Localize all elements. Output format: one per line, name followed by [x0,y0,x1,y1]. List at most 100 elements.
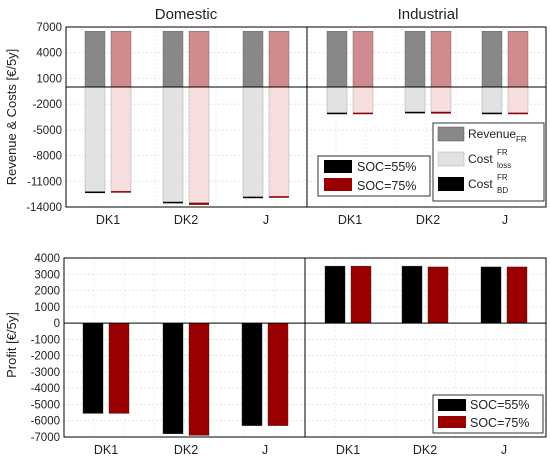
top-x-tick-label: J [263,213,269,227]
bar-profit [82,322,104,414]
bar-revenue [404,31,426,88]
profit-chart: Profit [€/5y] 4000 3000 2000 1000 0 -1000 -200… [4,253,547,457]
legend-swatch-revenue [437,126,465,142]
panel-title-domestic: Domestic [155,6,218,23]
top-x-tick-label: DK1 [338,213,362,227]
bottom-x-tick-label: DK2 [413,443,437,457]
bar-cost-loss [162,86,184,203]
bottom-x-tick-label: DK1 [336,443,360,457]
bar-profit [401,265,423,324]
bottom-x-tick-label: DK2 [174,443,198,457]
legend-swatch-profit-soc55 [438,399,466,411]
legend-label-cost-loss-sub: loss [497,161,511,170]
bar-profit [162,322,184,434]
bar-cost-loss [326,86,348,113]
legend-label-cost-bd-sub: BD [497,186,508,195]
legend-label-soc55: SOC=55% [357,160,416,174]
top-y-tick-label: -8000 [33,151,62,163]
top-y-tick-label: -14000 [26,202,62,214]
bar-cost-bd [482,112,502,115]
legend-label-cost-loss: Cost [468,152,493,166]
legend-swatch-profit-soc75 [438,416,466,428]
bottom-soc-legend: SOC=55% SOC=75% [432,394,544,434]
bar-cost-bd [85,191,105,194]
top-x-tick-label: J [502,213,508,227]
bar-cost-bd [353,112,373,115]
legend-label-cost-bd-sup: FR [497,173,508,182]
bar-profit [108,322,130,414]
bottom-x-tick-label: DK1 [94,443,118,457]
legend-label-profit-soc55: SOC=55% [470,398,529,412]
revenue-costs-chart: Domestic Industrial Revenue & Costs [€/5… [4,6,547,227]
bar-revenue [430,31,452,88]
panel-title-industrial: Industrial [398,6,459,23]
top-y-tick-label: -5000 [33,125,62,137]
bar-cost-bd [508,112,528,115]
top-bars [84,31,529,205]
bottom-y-tick-label: -4000 [31,383,60,395]
top-y-tick-label: 4000 [36,48,62,60]
top-soc-legend: SOC=55% SOC=75% [317,155,431,197]
top-x-ticks: DK1 DK2 J DK1 DK2 J [96,213,508,227]
legend-label-profit-soc75: SOC=75% [470,416,529,430]
bar-profit [267,322,289,426]
bar-cost-loss [352,86,374,113]
legend-label-cost-bd: Cost [468,177,493,191]
bottom-y-tick-label: -7000 [31,432,60,444]
bar-revenue [507,31,529,88]
top-y-ticks: 7000 4000 1000 -2000 -5000 -8000 -11000 -14000 [26,22,62,214]
top-x-tick-label: DK1 [96,213,120,227]
top-y-tick-label: 1000 [36,73,62,85]
bottom-plot-frame [63,257,547,438]
bottom-y-tick-label: -3000 [31,367,60,379]
bar-cost-loss [242,86,264,197]
top-y-axis-label: Revenue & Costs [€/5y] [4,49,19,186]
bar-cost-loss [268,86,290,197]
top-y-tick-label: -11000 [27,176,62,188]
bar-cost-bd [111,191,131,193]
top-y-tick-label: 7000 [36,22,62,34]
bar-cost-loss [110,86,132,192]
bar-profit [350,265,372,324]
bar-cost-loss [404,86,426,113]
bottom-y-tick-label: -6000 [31,416,60,428]
legend-label-cost-loss-sup: FR [497,148,508,157]
bar-profit [241,322,263,426]
bar-cost-loss [430,86,452,113]
bar-profit [480,266,502,324]
legend-label-soc75: SOC=75% [357,179,416,193]
legend-swatch-cost-bd [438,177,464,191]
top-plot-frame [65,26,547,208]
bar-cost-loss [507,86,529,113]
bottom-y-axis-label: Profit [€/5y] [4,312,19,378]
legend-swatch-soc75 [324,178,352,191]
bar-cost-bd [243,196,263,199]
top-x-tick-label: DK2 [174,213,198,227]
bar-cost-loss [481,86,503,113]
bar-cost-bd [327,112,347,115]
bar-profit [506,266,528,324]
top-y-tick-label: -2000 [33,99,62,111]
bottom-x-tick-label: J [262,443,268,457]
bar-revenue [110,31,132,88]
bottom-y-tick-label: 1000 [34,302,60,314]
bar-revenue [242,31,264,88]
bottom-y-ticks: 4000 3000 2000 1000 0 -1000 -2000 -3000 -4000 -50… [31,253,60,444]
top-x-tick-label: DK2 [416,213,440,227]
legend-swatch-cost-loss [437,151,465,167]
bar-revenue [84,31,106,88]
bar-profit [427,266,449,324]
bottom-x-tick-label: J [501,443,507,457]
bar-cost-bd [163,201,183,204]
bottom-y-tick-label: -5000 [31,399,60,411]
bar-revenue [352,31,374,88]
bar-revenue [162,31,184,88]
bottom-y-tick-label: 2000 [34,286,60,298]
bottom-y-tick-label: 4000 [34,253,60,265]
bottom-y-tick-label: -1000 [31,334,60,346]
legend-label-revenue: RevenueFR [468,127,527,144]
bottom-y-tick-label: 3000 [34,269,60,281]
top-components-legend: RevenueFR Cost FR loss Cost FR BD [432,122,545,202]
bar-revenue [326,31,348,88]
bar-revenue [268,31,290,88]
